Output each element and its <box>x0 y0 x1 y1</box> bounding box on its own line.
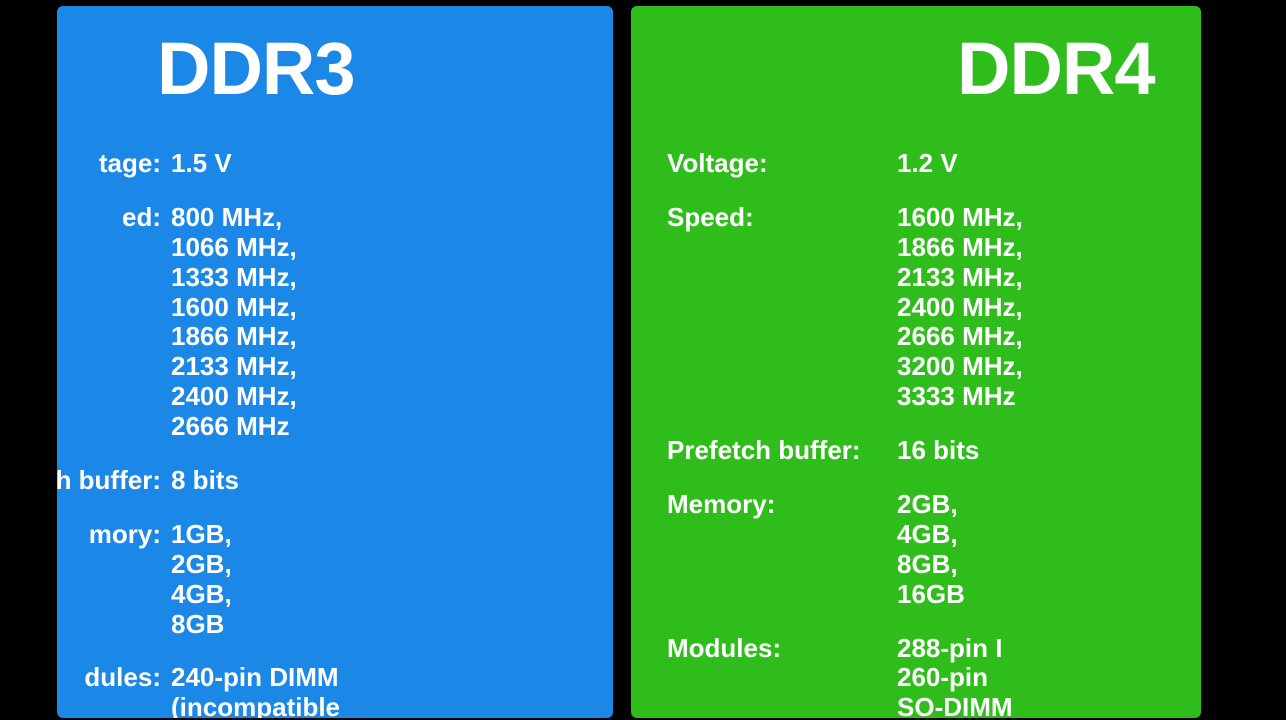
ddr4-voltage-label: Voltage: <box>667 149 887 179</box>
ddr4-modules-label: Modules: <box>667 634 887 718</box>
ddr3-modules-value: 240-pin DIMM (incompatible with DDR2), 2… <box>171 663 585 718</box>
ddr4-voltage-value: 1.2 V <box>897 149 1201 179</box>
ddr3-modules-label: dules: <box>57 663 161 718</box>
ddr3-prefetch-value: 8 bits <box>171 466 585 496</box>
ddr3-speed-value: 800 MHz, 1066 MHz, 1333 MHz, 1600 MHz, 1… <box>171 203 585 442</box>
ddr3-specs: tage: 1.5 V ed: 800 MHz, 1066 MHz, 1333 … <box>57 149 585 718</box>
ddr4-prefetch-value: 16 bits <box>897 436 1201 466</box>
ddr3-memory-label: mory: <box>57 520 161 640</box>
ddr4-memory-value: 2GB, 4GB, 8GB, 16GB <box>897 490 1201 610</box>
ddr4-memory-label: Memory: <box>667 490 887 610</box>
ddr3-voltage-value: 1.5 V <box>171 149 585 179</box>
ddr4-speed-value: 1600 MHz, 1866 MHz, 2133 MHz, 2400 MHz, … <box>897 203 1201 412</box>
ddr3-voltage-label: tage: <box>57 149 161 179</box>
ddr4-title: DDR4 <box>957 26 1201 111</box>
ddr4-panel: DDR4 Voltage: 1.2 V Speed: 1600 MHz, 186… <box>631 6 1201 718</box>
ddr4-modules-value: 288-pin I 260-pin SO-DIMM <box>897 634 1201 718</box>
ddr4-specs: Voltage: 1.2 V Speed: 1600 MHz, 1866 MHz… <box>667 149 1201 718</box>
ddr3-prefetch-label: fetch buffer: <box>57 466 161 496</box>
ddr3-panel: DDR3 tage: 1.5 V ed: 800 MHz, 1066 MHz, … <box>57 6 613 718</box>
ddr3-title: DDR3 <box>157 26 585 111</box>
ddr3-memory-value: 1GB, 2GB, 4GB, 8GB <box>171 520 585 640</box>
comparison-container: DDR3 tage: 1.5 V ed: 800 MHz, 1066 MHz, … <box>135 0 1151 718</box>
ddr4-speed-label: Speed: <box>667 203 887 412</box>
ddr4-prefetch-label: Prefetch buffer: <box>667 436 887 466</box>
ddr3-speed-label: ed: <box>57 203 161 442</box>
